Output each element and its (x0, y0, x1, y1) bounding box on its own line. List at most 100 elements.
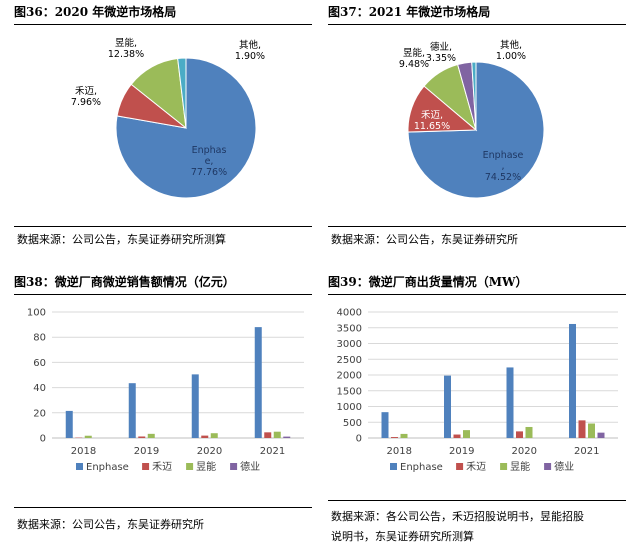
bar-series-2-2020 (525, 426, 533, 438)
bar-chart-revenue: 0 20 40 60 80 100 2018 2019 2020 2021 Enphase 禾迈 昱能 德… (27, 308, 304, 473)
pie-chart-2021: Enphase, 74.52% 禾迈, 11.65% 昱能, 9.48%德业, 3.35% 其… (399, 39, 545, 199)
y-tick-label: 1000 (337, 402, 362, 413)
source-rule (328, 226, 626, 227)
source-rule (328, 500, 626, 501)
pie-label-series-1: 禾迈, 11.65% (414, 110, 450, 132)
y-tick-label: 3000 (337, 339, 362, 350)
legend-label-enphase: Enphase (400, 462, 443, 473)
x-tick-label: 2020 (512, 446, 537, 457)
bar-series-1-2019 (453, 434, 461, 438)
y-tick-label: 0 (356, 434, 362, 445)
title-rule (328, 294, 626, 295)
y-tick-label: 100 (27, 308, 46, 319)
bar-series-3-2021 (597, 432, 605, 438)
source-note: 数据来源：公司公告，东吴证券研究所测算 (17, 233, 226, 246)
title-rule (328, 24, 626, 25)
source-note: 数据来源：公司公告，东吴证券研究所 (331, 233, 518, 246)
bar-enphase-2018 (381, 412, 389, 438)
y-tick-label: 20 (33, 408, 46, 419)
legend-swatch-series-2 (500, 463, 508, 470)
y-tick-label: 1500 (337, 386, 362, 397)
legend-swatch-series-3 (544, 463, 552, 470)
y-tick-label: 2500 (337, 355, 362, 366)
pie-label-series-4: 其他, 1.00% (496, 39, 526, 62)
y-tick-label: 40 (33, 383, 46, 394)
bar-enphase-2020 (191, 374, 199, 438)
legend-swatch-series-2 (186, 463, 194, 470)
legend-label-series-2: 昱能 (196, 460, 216, 473)
panel-bar-shipment: 图39：微逆厂商出货量情况（MW） 0 500 1000 1500 2000 2500 30… (328, 270, 626, 555)
y-tick-label: 60 (33, 358, 46, 369)
y-tick-label: 4000 (337, 308, 362, 319)
bar-chart-shipment: 0 500 1000 1500 2000 2500 3000 3500 4000 2018 2019… (337, 308, 618, 473)
y-tick-label: 2000 (337, 371, 362, 382)
title-rule (14, 294, 312, 295)
legend-swatch-series-3 (230, 463, 238, 470)
pie-label-enphase: Enphas e, 77.76% (191, 145, 227, 178)
pie-chart-2020: Enphas e, 77.76% 禾迈, 7.96% 昱能, 12.38% 其他, 1.90% (71, 37, 265, 199)
bar-series-1-2021 (264, 432, 272, 438)
y-tick-label: 0 (40, 434, 46, 445)
pie-label-series-2: 昱能, 12.38% (108, 37, 144, 60)
legend-label-series-1: 禾迈 (152, 461, 172, 473)
bar-series-1-2019 (138, 436, 146, 438)
bar-enphase-2018 (65, 410, 73, 438)
bar-enphase-2019 (444, 375, 451, 438)
bar-series-2-2021 (588, 423, 595, 438)
legend-swatch-enphase (390, 463, 397, 470)
pie-label-enphase: Enphase, 74.52% (483, 150, 524, 183)
bar-series-2-2020 (210, 433, 218, 438)
figure-title: 图39：微逆厂商出货量情况（MW） (328, 275, 528, 289)
panel-pie-2021: 图37：2021 年微逆市场格局 Enphase, 74.52% 禾迈, 11.65%… (328, 0, 626, 262)
figure-title: 图38：微逆厂商微逆销售额情况（亿元） (14, 275, 235, 289)
bar-series-2-2021 (273, 431, 281, 438)
source-rule (14, 226, 312, 227)
x-tick-label: 2018 (387, 446, 412, 457)
y-tick-label: 500 (343, 418, 362, 429)
legend-swatch-series-1 (142, 463, 150, 470)
x-tick-label: 2020 (197, 446, 222, 457)
legend-label-series-3: 德业 (554, 460, 574, 473)
bar-enphase-2021 (254, 327, 262, 438)
legend-label-series-3: 德业 (240, 460, 260, 473)
bar-enphase-2019 (128, 383, 136, 438)
bar-series-1-2018 (391, 437, 398, 438)
panel-pie-2020: 图36：2020 年微逆市场格局 Enphas e, 77.76% 禾迈, 7.96% 昱… (14, 0, 312, 262)
bar-series-2-2018 (84, 435, 92, 438)
bar-series-1-2020 (201, 435, 209, 438)
y-tick-label: 3500 (337, 323, 362, 334)
y-tick-label: 80 (33, 333, 46, 344)
bar-enphase-2021 (569, 323, 576, 438)
x-tick-label: 2019 (134, 446, 159, 457)
x-tick-label: 2021 (260, 446, 285, 457)
legend-label-series-2: 昱能 (510, 460, 530, 473)
bar-enphase-2020 (506, 367, 514, 438)
pie-label-series-3: 其他, 1.90% (235, 39, 265, 62)
panel-bar-revenue: 图38：微逆厂商微逆销售额情况（亿元） 0 20 40 60 80 100 2018 2019… (14, 270, 312, 555)
legend-swatch-enphase (76, 463, 83, 470)
title-rule (14, 24, 312, 25)
source-note-line-1: 数据来源：各公司公告，禾迈招股说明书，昱能招股 (331, 510, 584, 523)
x-tick-label: 2018 (71, 446, 96, 457)
bar-series-1-2020 (516, 431, 523, 438)
x-tick-label: 2021 (574, 446, 599, 457)
bar-series-2-2019 (463, 430, 470, 438)
bar-series-3-2021 (283, 436, 291, 438)
source-note-line-2: 说明书，东吴证券研究所测算 (331, 530, 474, 543)
pie-slice-series-3 (177, 57, 187, 129)
legend-swatch-series-1 (456, 463, 464, 470)
bar-series-1-2021 (578, 420, 586, 438)
figure-title: 图37：2021 年微逆市场格局 (328, 5, 491, 19)
pie-label-series-1: 禾迈, 7.96% (71, 86, 101, 108)
x-tick-label: 2019 (449, 446, 474, 457)
pie-slice-series-4 (471, 61, 477, 131)
bar-series-2-2019 (147, 433, 155, 438)
pie-label-series-2: 昱能, 9.48% (399, 47, 429, 70)
pie-label-series-3: 德业, 3.35% (426, 41, 456, 64)
legend-label-series-1: 禾迈 (466, 461, 486, 473)
figure-title: 图36：2020 年微逆市场格局 (14, 5, 177, 19)
legend-label-enphase: Enphase (86, 462, 129, 473)
bar-series-2-2018 (400, 433, 408, 438)
source-rule (14, 507, 312, 508)
source-note: 数据来源：公司公告，东吴证券研究所 (17, 518, 204, 531)
